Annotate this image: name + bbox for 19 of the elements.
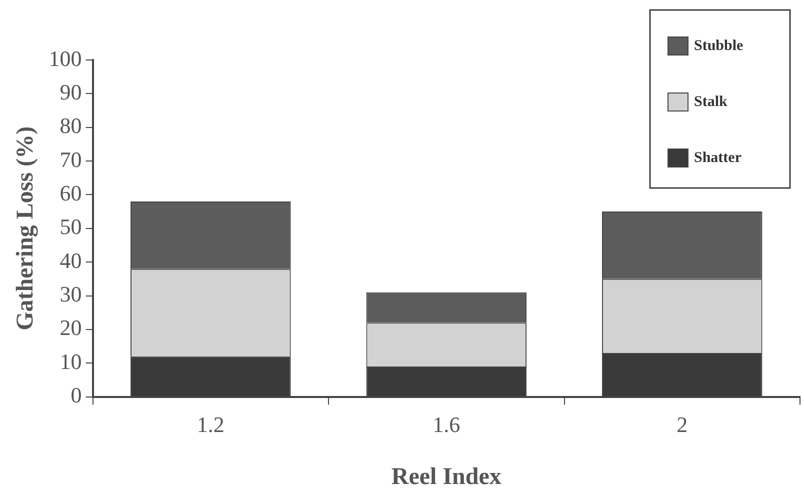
y-tick-label: 80: [60, 113, 82, 138]
x-tick-label: 1.6: [432, 412, 460, 437]
y-tick-label: 90: [60, 79, 82, 104]
x-tick-label: 1.2: [196, 412, 224, 437]
y-tick-label: 40: [60, 248, 82, 273]
y-tick-label: 60: [60, 180, 82, 206]
legend-label: Stubble: [694, 38, 744, 54]
y-tick-label: 10: [60, 348, 82, 374]
legend-label: Shatter: [694, 150, 742, 166]
y-tick-label: 0: [70, 382, 82, 408]
y-tick-label: 100: [48, 46, 82, 71]
y-axis-title: Gathering Loss (%): [12, 126, 39, 330]
x-tick-label: 2: [676, 412, 688, 437]
y-tick-label: 30: [60, 282, 82, 307]
legend-label: Stalk: [694, 94, 728, 110]
y-tick-label: 20: [60, 315, 82, 340]
y-tick-label: 50: [60, 214, 82, 240]
y-tick-label: 70: [60, 146, 82, 172]
x-axis-title: Reel Index: [391, 464, 502, 490]
